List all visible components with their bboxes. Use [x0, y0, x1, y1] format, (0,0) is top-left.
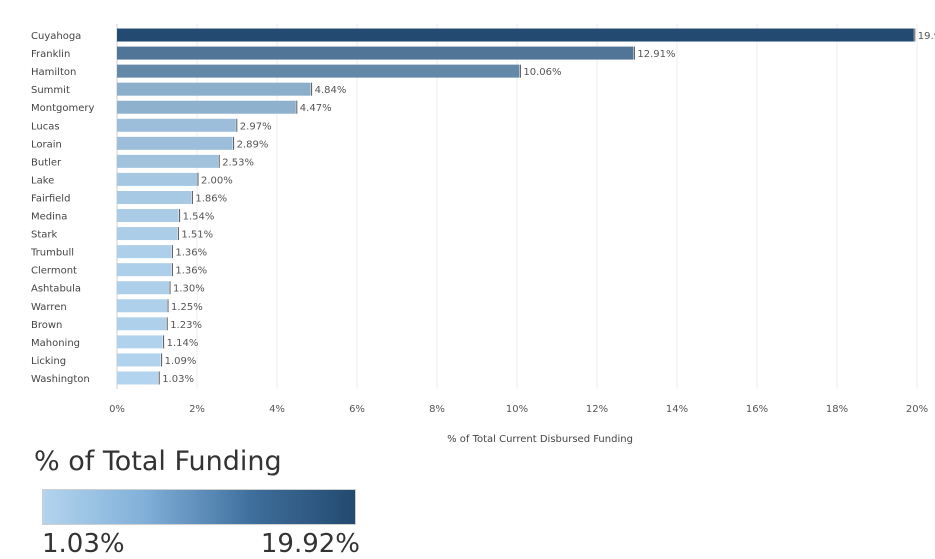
legend-min-label: 1.03%	[42, 529, 125, 559]
data-label: 1.23%	[170, 320, 202, 331]
bar	[117, 190, 192, 204]
category-label: Stark	[31, 230, 58, 241]
category-label: Hamilton	[31, 67, 76, 78]
data-label: 2.00%	[201, 175, 233, 186]
bar	[117, 46, 634, 60]
data-label: 1.25%	[171, 302, 203, 313]
bar	[117, 227, 178, 241]
bar	[117, 28, 914, 42]
category-label: Summit	[31, 85, 70, 96]
category-label: Lorain	[31, 139, 62, 150]
category-label: Mahoning	[31, 338, 80, 349]
data-labels: 19.92% 12.91% 10.06% 4.84% 4.47% 2.97% 2.89% 2.…	[162, 31, 935, 385]
category-label: Warren	[31, 302, 67, 313]
x-tick-label: 20%	[906, 404, 928, 415]
category-label: Fairfield	[31, 193, 70, 204]
bar	[117, 209, 179, 223]
bar	[117, 317, 167, 331]
gridlines	[116, 24, 918, 389]
data-label: 1.03%	[162, 374, 194, 385]
category-label: Ashtabula	[31, 284, 81, 295]
data-label: 10.06%	[523, 67, 561, 78]
category-label: Clermont	[31, 266, 77, 277]
category-label: Lucas	[31, 121, 60, 132]
category-label: Butler	[31, 157, 62, 168]
bar	[117, 371, 159, 385]
data-label: 2.53%	[222, 157, 254, 168]
x-tick-label: 10%	[506, 404, 528, 415]
category-label: Licking	[31, 356, 66, 367]
bar	[117, 100, 296, 114]
x-tick-label: 12%	[586, 404, 608, 415]
bar	[117, 335, 163, 349]
data-label: 1.54%	[183, 212, 215, 223]
data-label: 4.47%	[300, 103, 332, 114]
category-label: Washington	[31, 374, 90, 385]
data-label: 19.92%	[918, 31, 935, 42]
bars	[117, 28, 916, 385]
bar	[117, 172, 197, 186]
category-label: Montgomery	[31, 103, 94, 114]
legend-max-label: 19.92%	[260, 529, 360, 559]
x-axis-title: % of Total Current Disbursed Funding	[447, 434, 633, 445]
data-label: 1.36%	[175, 266, 207, 277]
data-label: 12.91%	[637, 49, 675, 60]
x-tick-label: 8%	[429, 404, 445, 415]
x-axis-ticks: 0% 2% 4% 6% 8% 10% 12% 14% 16% 18% 20%	[109, 404, 928, 415]
data-label: 2.97%	[240, 121, 272, 132]
data-label: 1.36%	[175, 248, 207, 259]
data-label: 2.89%	[237, 139, 269, 150]
x-tick-label: 2%	[189, 404, 205, 415]
bar	[117, 281, 169, 295]
x-tick-label: 16%	[746, 404, 768, 415]
category-labels: Cuyahoga Franklin Hamilton Summit Montgomery…	[30, 31, 94, 385]
bar	[117, 263, 172, 277]
bar	[117, 64, 520, 78]
x-tick-label: 18%	[826, 404, 848, 415]
x-tick-label: 0%	[109, 404, 125, 415]
data-label: 1.09%	[165, 356, 197, 367]
x-tick-label: 4%	[269, 404, 285, 415]
legend-title: % of Total Funding	[34, 446, 282, 477]
data-label: 4.84%	[315, 85, 347, 96]
bar	[117, 154, 219, 168]
bar	[117, 136, 233, 150]
x-tick-label: 14%	[666, 404, 688, 415]
data-label: 1.14%	[167, 338, 199, 349]
category-label: Lake	[31, 175, 54, 186]
bar-chart: Cuyahoga Franklin Hamilton Summit Montgomery…	[30, 24, 935, 445]
legend-labels: 1.03% 19.92%	[42, 529, 360, 559]
category-label: Brown	[31, 320, 62, 331]
bar	[117, 245, 172, 259]
category-label: Franklin	[31, 49, 70, 60]
data-label: 1.51%	[181, 230, 213, 241]
data-label: 1.30%	[173, 284, 205, 295]
x-tick-label: 6%	[349, 404, 365, 415]
category-label: Trumbull	[30, 248, 74, 259]
category-label: Cuyahoga	[31, 31, 81, 42]
bar	[117, 118, 236, 132]
category-label: Medina	[31, 212, 67, 223]
bar	[117, 299, 167, 313]
legend-gradient	[42, 489, 356, 525]
bar	[117, 82, 311, 96]
color-legend: % of Total Funding 1.03% 19.92%	[32, 446, 372, 559]
bar	[117, 353, 161, 367]
data-label: 1.86%	[195, 193, 227, 204]
